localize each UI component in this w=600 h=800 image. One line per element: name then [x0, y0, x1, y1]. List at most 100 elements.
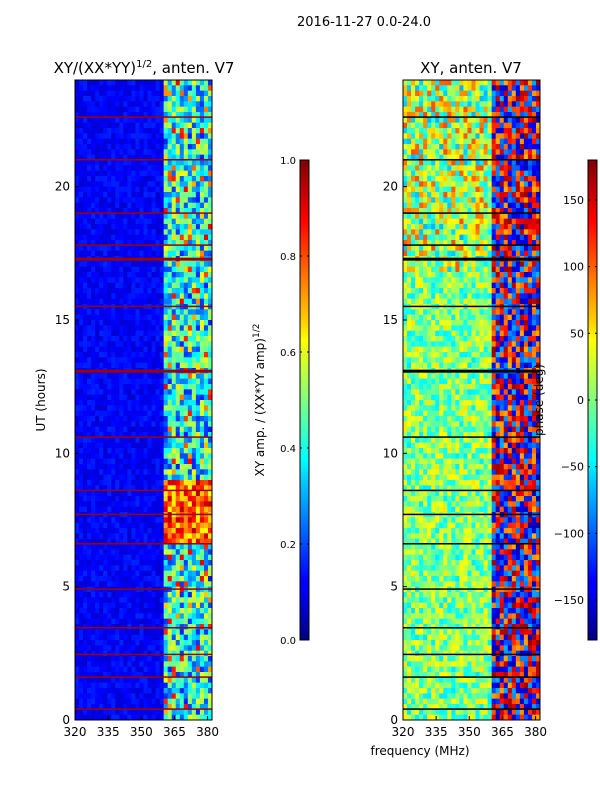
heatmap-cell: [535, 117, 540, 124]
heatmap-cell: [167, 608, 173, 614]
heatmap-cell: [459, 80, 464, 86]
heatmap-cell: [187, 394, 193, 401]
heatmap-cell: [143, 261, 149, 268]
heatmap-cell: [115, 117, 120, 124]
heatmap-cell: [519, 202, 525, 209]
heatmap-cell: [195, 181, 201, 188]
heatmap-cell: [175, 629, 181, 636]
heatmap-cell: [115, 597, 120, 604]
heatmap-cell: [83, 416, 88, 422]
heatmap-cell: [139, 704, 144, 710]
heatmap-cell: [95, 576, 100, 582]
heatmap-cell: [143, 346, 149, 353]
heatmap-cell: [131, 496, 136, 502]
heatmap-cell: [515, 186, 521, 193]
heatmap-cell: [151, 170, 157, 177]
heatmap-cell: [111, 218, 116, 225]
heatmap-cell: [79, 661, 84, 668]
heatmap-cell: [123, 597, 128, 604]
heatmap-cell: [207, 112, 212, 118]
heatmap-cell: [439, 133, 444, 140]
heatmap-cell: [119, 288, 124, 294]
heatmap-cell: [91, 101, 96, 108]
heatmap-cell: [103, 698, 108, 705]
heatmap-cell: [423, 170, 428, 177]
heatmap-cell: [439, 138, 444, 145]
heatmap-cell: [135, 288, 140, 294]
heatmap-cell: [515, 90, 521, 97]
heatmap-cell: [135, 202, 140, 209]
heatmap-cell: [171, 197, 177, 204]
heatmap-cell: [531, 202, 537, 209]
heatmap-cell: [135, 501, 140, 508]
heatmap-cell: [179, 357, 185, 364]
heatmap-cell: [83, 650, 88, 657]
heatmap-cell: [139, 432, 144, 438]
heatmap-cell: [167, 394, 173, 401]
heatmap-cell: [495, 96, 501, 102]
heatmap-cell: [155, 229, 161, 236]
heatmap-cell: [455, 138, 460, 145]
heatmap-cell: [135, 245, 140, 252]
heatmap-cell: [443, 122, 448, 129]
heatmap-cell: [143, 581, 149, 588]
heatmap-cell: [183, 608, 189, 614]
heatmap-cell: [91, 528, 96, 534]
heatmap-cell: [175, 421, 181, 428]
heatmap-cell: [99, 650, 104, 657]
heatmap-cell: [179, 613, 185, 620]
x-tick-label: 380: [196, 725, 219, 739]
heatmap-cell: [115, 677, 120, 684]
heatmap-cell: [203, 661, 209, 668]
heatmap-cell: [95, 629, 100, 636]
heatmap-cell: [135, 96, 140, 102]
heatmap-cell: [139, 234, 144, 241]
heatmap-cell: [103, 496, 108, 502]
heatmap-cell: [91, 544, 96, 550]
heatmap-cell: [135, 90, 140, 97]
heatmap-cell: [199, 501, 205, 508]
heatmap-cell: [79, 608, 84, 614]
heatmap-cell: [523, 197, 529, 204]
heatmap-cell: [159, 597, 165, 604]
heatmap-cell: [111, 661, 116, 668]
heatmap-cell: [155, 96, 161, 102]
heatmap-cell: [207, 160, 212, 166]
heatmap-cell: [207, 581, 212, 588]
heatmap-cell: [443, 208, 448, 214]
heatmap-cell: [523, 144, 529, 150]
heatmap-cell: [119, 474, 124, 481]
heatmap-cell: [515, 176, 521, 182]
heatmap-cell: [151, 480, 157, 486]
heatmap-cell: [75, 602, 80, 609]
heatmap-cell: [443, 112, 448, 118]
heatmap-cell: [171, 149, 177, 156]
heatmap-cell: [143, 517, 149, 524]
heatmap-cell: [111, 592, 116, 598]
heatmap-cell: [79, 181, 84, 188]
heatmap-cell: [427, 192, 432, 198]
heatmap-cell: [183, 213, 189, 220]
heatmap-cell: [171, 688, 177, 694]
heatmap-cell: [151, 490, 157, 497]
heatmap-cell: [419, 192, 424, 198]
heatmap-cell: [143, 528, 149, 534]
heatmap-cell: [79, 122, 84, 129]
heatmap-cell: [131, 410, 136, 417]
heatmap-cell: [127, 341, 132, 348]
heatmap-cell: [83, 634, 88, 641]
heatmap-cell: [107, 496, 112, 502]
heatmap-cell: [79, 528, 84, 534]
heatmap-cell: [423, 117, 428, 124]
heatmap-cell: [83, 714, 88, 720]
heatmap-cell: [171, 112, 177, 118]
heatmap-cell: [159, 592, 165, 598]
heatmap-cell: [167, 714, 173, 720]
heatmap-cell: [443, 154, 448, 161]
heatmap-cell: [167, 405, 173, 412]
heatmap-cell: [87, 282, 92, 289]
heatmap-cell: [179, 186, 185, 193]
heatmap-cell: [111, 389, 116, 396]
heatmap-cell: [175, 469, 181, 476]
heatmap-cell: [151, 400, 157, 406]
